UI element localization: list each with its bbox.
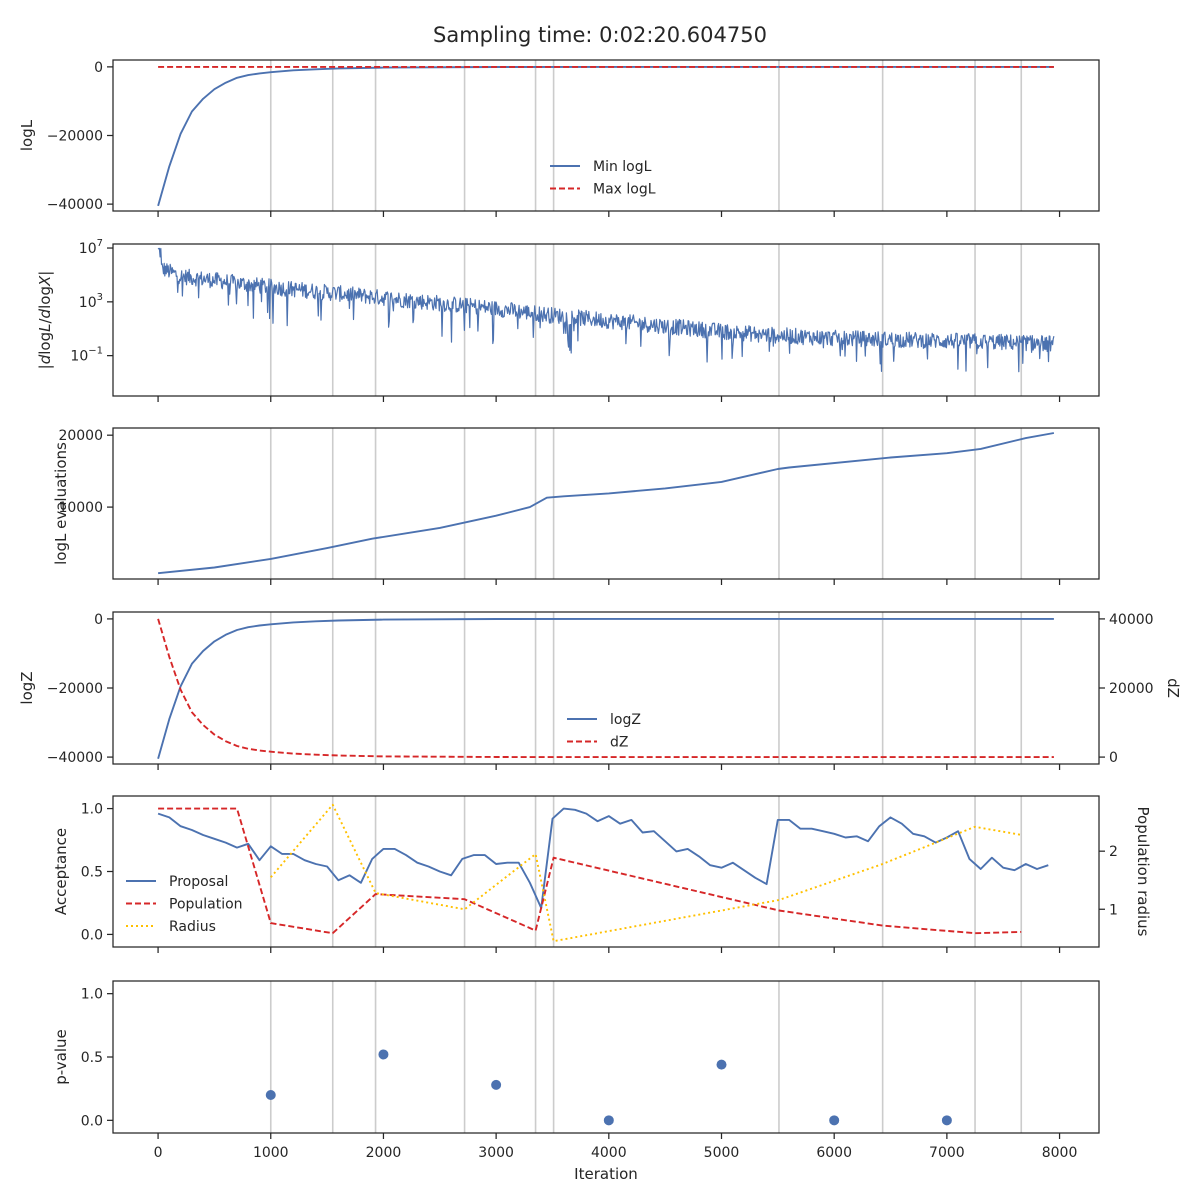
chart-title: Sampling time: 0:02:20.604750 [433, 23, 767, 47]
data-point [265, 1090, 276, 1100]
plot-area [157, 803, 1049, 943]
data-point [941, 1115, 952, 1126]
legend-label: Min logL [593, 159, 652, 175]
subplot-2: 107 103 10−1 |dlogL/dlogX| [36, 238, 1100, 402]
y-tick-label: 0 [94, 612, 103, 628]
x-tick-label: 8000 [1042, 1145, 1078, 1161]
y-right-axis-label: Population radius [1134, 807, 1152, 937]
y-tick-label: 0 [94, 60, 103, 76]
x-tick-label: 6000 [816, 1145, 852, 1161]
series-population [158, 807, 1022, 935]
y-tick-label: 0.5 [81, 1050, 103, 1066]
plot-area [157, 617, 1054, 760]
data-point [603, 1115, 614, 1126]
x-tick-label: 7000 [929, 1145, 965, 1161]
x-tick-label: 2000 [366, 1145, 402, 1161]
data-point [716, 1059, 727, 1070]
y-axis-label: logL [18, 119, 36, 151]
plot-area [265, 1049, 952, 1126]
series-proposal [157, 807, 1049, 909]
y-tick-label: −40000 [47, 197, 103, 213]
axes-frame [112, 243, 1100, 397]
y-right-axis-label: dZ [1164, 678, 1182, 698]
subplot-6: 0 1000 2000 3000 4000 5000 6000 7000 8000 1.0 0.5 0… [52, 980, 1100, 1161]
series-line [157, 247, 1055, 373]
y-right-tick-label: 1 [1109, 902, 1118, 918]
y-right-tick-label: 0 [1109, 750, 1118, 766]
axes-frame [112, 980, 1100, 1134]
y-tick-label: 0.0 [81, 1113, 103, 1129]
y-right-tick-label: 20000 [1109, 681, 1154, 697]
y-tick-label: −20000 [47, 129, 103, 145]
data-point [491, 1079, 502, 1090]
y-tick-label: −20000 [47, 681, 103, 697]
legend-label: Proposal [169, 874, 228, 890]
y-axis-label: |dlogL/dlogX| [36, 271, 54, 370]
x-tick-label: 3000 [478, 1145, 514, 1161]
series-dz [157, 618, 1054, 759]
y-tick-label: −40000 [47, 750, 103, 766]
y-axis-label: logL evaluations [52, 442, 70, 565]
legend-label: dZ [610, 735, 628, 751]
y-tick-label: 10000 [58, 500, 103, 516]
y-right-tick-label: 40000 [1109, 612, 1154, 628]
x-axis-label: Iteration [574, 1165, 638, 1183]
series-logz [157, 617, 1054, 760]
series-line [158, 432, 1055, 575]
y-right-tick-label: 2 [1109, 844, 1118, 860]
y-tick-label: 107 [79, 238, 103, 257]
data-point [829, 1115, 840, 1126]
y-tick-label: 10−1 [70, 346, 103, 365]
data-point [378, 1049, 389, 1060]
series-radius [270, 803, 1022, 943]
y-axis-label: p-value [52, 1029, 70, 1085]
y-axis-label: Acceptance [52, 828, 70, 915]
x-tick-label: 1000 [253, 1145, 289, 1161]
axes-frame [112, 59, 1100, 212]
y-tick-label: 20000 [58, 428, 103, 444]
y-tick-label: 0.5 [81, 865, 103, 881]
legend-label: logZ [610, 712, 641, 728]
axes-frame [112, 795, 1100, 948]
subplot-4: 0 −20000 −40000 40000 20000 0 logZ dZ logZ dZ [18, 611, 1182, 770]
legend-label: Radius [169, 919, 216, 935]
axes-frame [112, 611, 1100, 765]
subplot-5: 1.0 0.5 0.0 2 1 Acceptance Population radius Pr… [52, 795, 1152, 953]
y-axis-label: logZ [18, 671, 36, 704]
axes-frame [112, 427, 1100, 580]
y-tick-label: 0.0 [81, 927, 103, 943]
subplot-1: 0 −20000 −40000 logL Min logL Max logL [18, 59, 1100, 217]
legend-label: Max logL [593, 182, 656, 198]
y-tick-label: 1.0 [81, 802, 103, 818]
plot-area [158, 432, 1055, 575]
plot-area [157, 247, 1055, 373]
y-tick-label: 103 [79, 292, 103, 311]
legend-label: Population [169, 897, 243, 913]
x-tick-label: 5000 [704, 1145, 740, 1161]
y-tick-label: 1.0 [81, 987, 103, 1003]
plot-area [157, 65, 1054, 207]
x-tick-label: 0 [154, 1145, 163, 1161]
x-tick-label: 4000 [591, 1145, 627, 1161]
